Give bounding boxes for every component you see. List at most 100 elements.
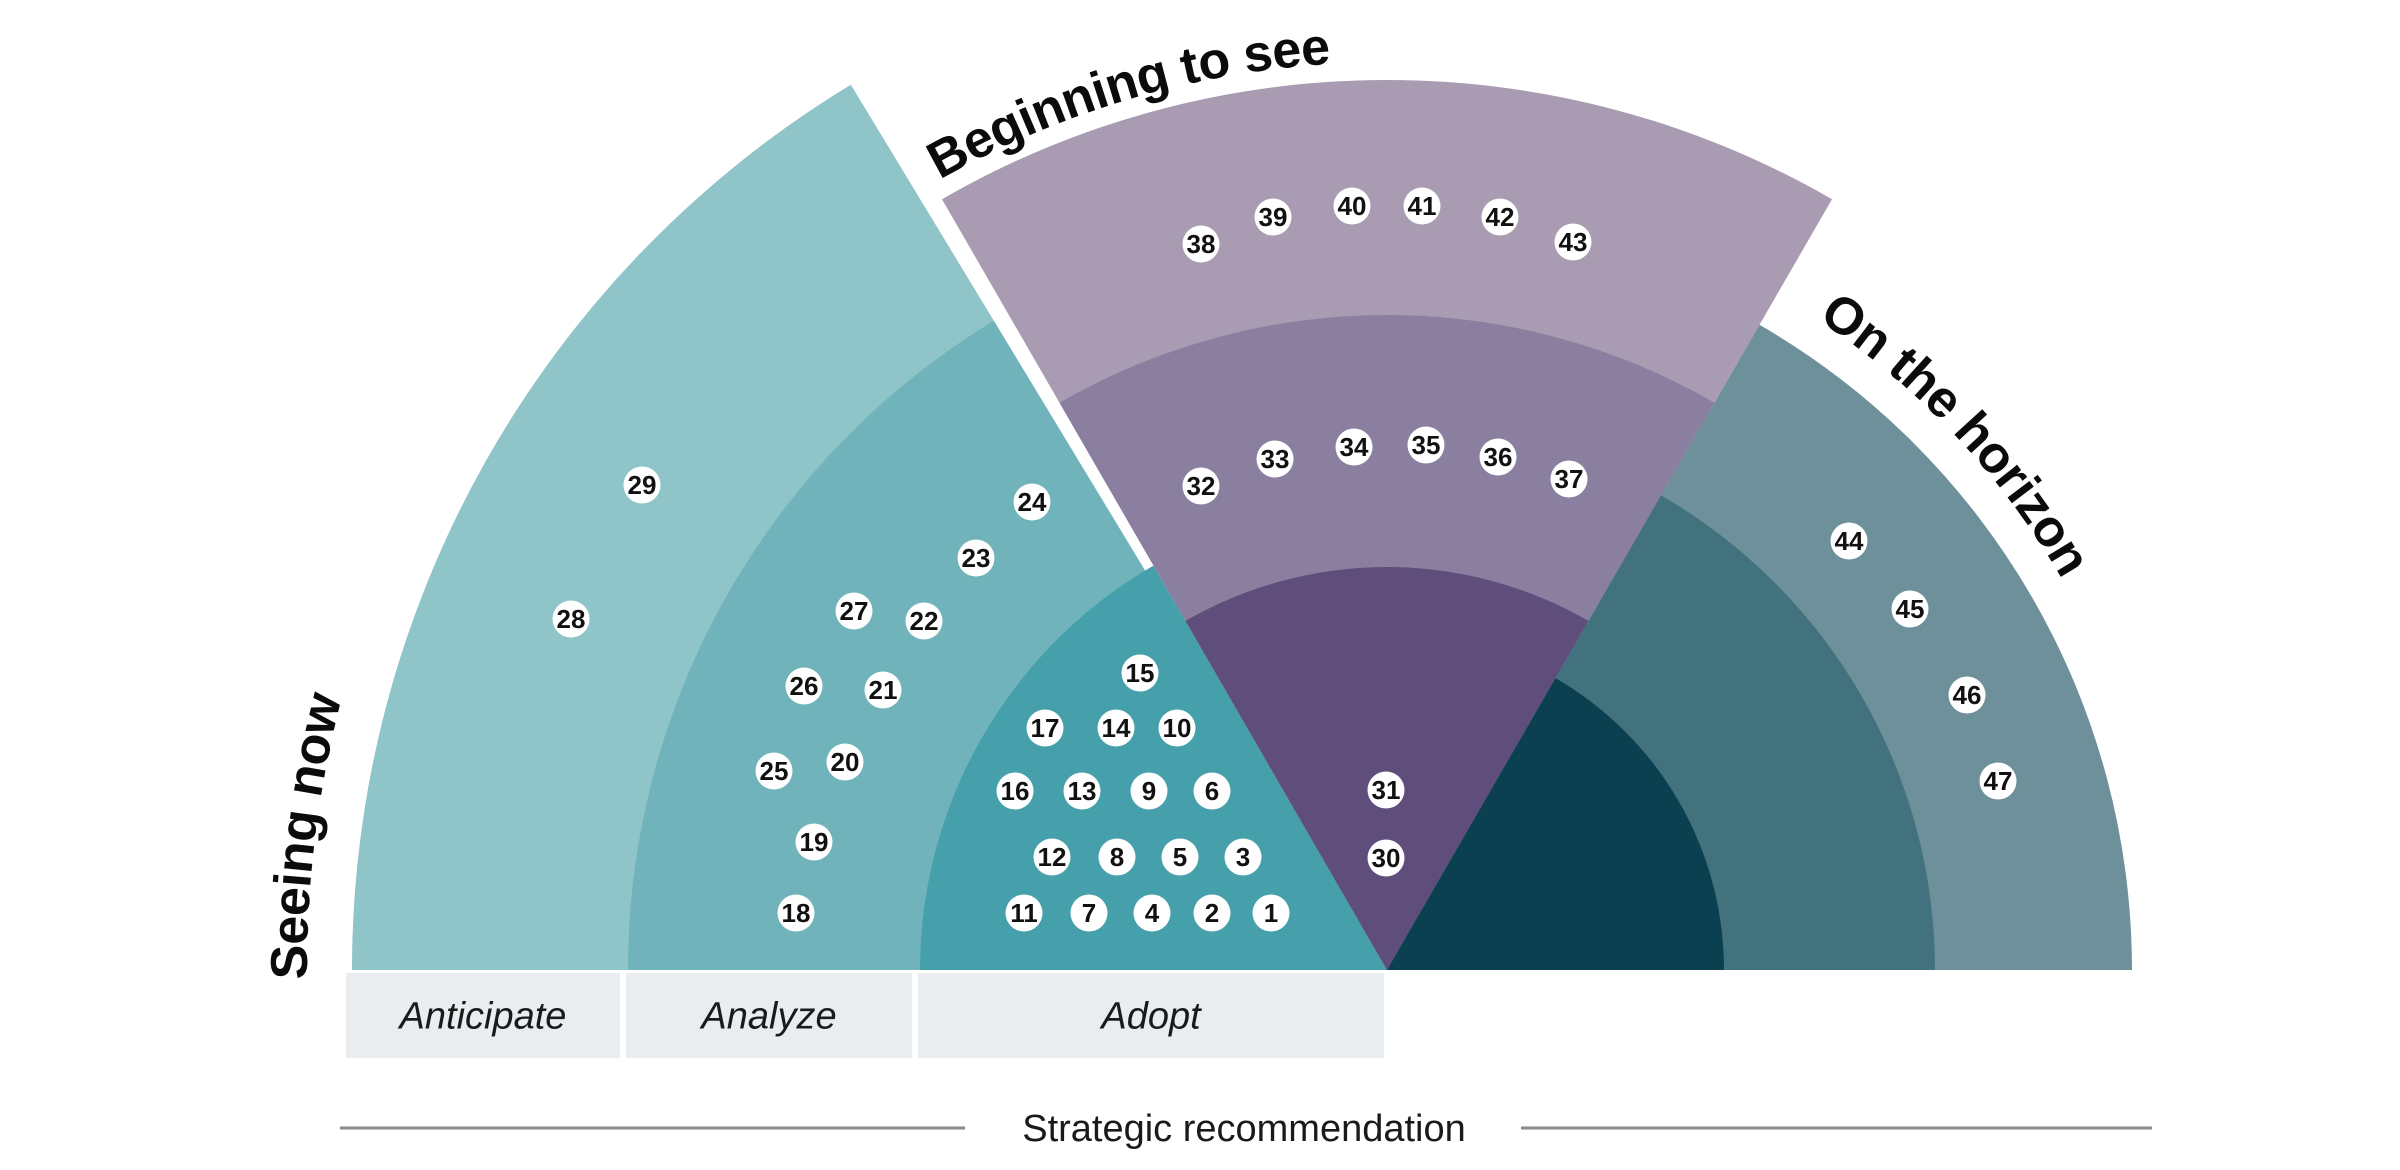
- band-cell-analyze: [626, 973, 912, 1058]
- radar-dot-number-3: 3: [1236, 842, 1250, 872]
- radar-dot-number-42: 42: [1486, 202, 1515, 232]
- footer: Strategic recommendation: [340, 1108, 2152, 1150]
- radar-dot-number-10: 10: [1163, 713, 1192, 743]
- radar-dot-circle-20: [826, 743, 864, 781]
- radar-dot-circle-43: [1554, 223, 1592, 261]
- radar-dot-circle-3: [1224, 838, 1262, 876]
- radar-dot-number-9: 9: [1142, 776, 1156, 806]
- radar-dot-42: 42: [1481, 198, 1519, 236]
- radar-dot-number-17: 17: [1031, 713, 1060, 743]
- radar-dot-8: 8: [1098, 838, 1136, 876]
- sector-beginning-to-see-ring-2: [1185, 566, 1589, 970]
- radar-dot-30: 30: [1367, 839, 1405, 877]
- sector-label-seeing-now: Seeing now: [261, 687, 354, 980]
- radar-dot-40: 40: [1333, 187, 1371, 225]
- radar-dot-36: 36: [1479, 438, 1517, 476]
- radar-dot-16: 16: [996, 772, 1034, 810]
- radar-dot-circle-29: [623, 466, 661, 504]
- radar-dot-number-34: 34: [1340, 432, 1369, 462]
- radar-dot-circle-37: [1550, 460, 1588, 498]
- radar-dot-number-38: 38: [1187, 229, 1216, 259]
- radar-dot-33: 33: [1256, 440, 1294, 478]
- radar-dot-14: 14: [1097, 709, 1135, 747]
- radar-dot-number-26: 26: [790, 671, 819, 701]
- radar-dot-number-27: 27: [840, 596, 869, 626]
- band-label-anticipate: Anticipate: [398, 996, 567, 1038]
- radar-dot-circle-9: [1130, 772, 1168, 810]
- radar-dot-39: 39: [1254, 198, 1292, 236]
- radar-dot-circle-26: [785, 667, 823, 705]
- radar-dot-circle-4: [1133, 894, 1171, 932]
- radar-dot-number-20: 20: [831, 747, 860, 777]
- radar-dot-circle-28: [552, 600, 590, 638]
- radar-dot-circle-34: [1335, 428, 1373, 466]
- radar-dot-circle-1: [1252, 894, 1290, 932]
- sector-seeing-now-ring-2: [920, 565, 1387, 970]
- radar-dot-19: 19: [795, 823, 833, 861]
- radar-dot-number-33: 33: [1261, 444, 1290, 474]
- radar-dot-number-47: 47: [1984, 766, 2013, 796]
- radar-dot-13: 13: [1063, 772, 1101, 810]
- radar-dot-number-22: 22: [910, 606, 939, 636]
- radar-dot-34: 34: [1335, 428, 1373, 466]
- recommendation-band: Anticipate Analyze Adopt: [346, 973, 1384, 1058]
- radar-dot-43: 43: [1554, 223, 1592, 261]
- radar-dot-number-19: 19: [800, 827, 829, 857]
- radar-dot-circle-2: [1193, 894, 1231, 932]
- radar-dot-45: 45: [1891, 590, 1929, 628]
- radar-dot-17: 17: [1026, 709, 1064, 747]
- radar-dot-circle-39: [1254, 198, 1292, 236]
- radar-dot-circle-7: [1070, 894, 1108, 932]
- radar-dot-27: 27: [835, 592, 873, 630]
- radar-dot-number-4: 4: [1145, 898, 1160, 928]
- radar-dot-37: 37: [1550, 460, 1588, 498]
- radar-dot-41: 41: [1403, 187, 1441, 225]
- sector-on-the-horizon: [1387, 324, 2132, 970]
- radar-dot-29: 29: [623, 466, 661, 504]
- radar-dot-number-7: 7: [1082, 898, 1096, 928]
- radar-dot-number-16: 16: [1001, 776, 1030, 806]
- radar-dot-4: 4: [1133, 894, 1171, 932]
- radar-dot-11: 11: [1005, 894, 1043, 932]
- radar-dot-circle-46: [1948, 676, 1986, 714]
- radar-dot-21: 21: [864, 671, 902, 709]
- radar-dot-circle-35: [1407, 426, 1445, 464]
- radar-dot-number-35: 35: [1412, 430, 1441, 460]
- radar-dot-circle-8: [1098, 838, 1136, 876]
- radar-dot-15: 15: [1121, 654, 1159, 692]
- radar-dot-6: 6: [1193, 772, 1231, 810]
- radar-dot-20: 20: [826, 743, 864, 781]
- radar-dot-number-13: 13: [1068, 776, 1097, 806]
- radar-dot-32: 32: [1182, 467, 1220, 505]
- radar-dot-circle-14: [1097, 709, 1135, 747]
- radar-dot-number-6: 6: [1205, 776, 1219, 806]
- radar-dot-number-14: 14: [1102, 713, 1131, 743]
- radar-dot-2: 2: [1193, 894, 1231, 932]
- radar-dot-18: 18: [777, 894, 815, 932]
- radar-dot-number-40: 40: [1338, 191, 1367, 221]
- radar-dot-1: 1: [1252, 894, 1290, 932]
- radar-dot-number-41: 41: [1408, 191, 1437, 221]
- band-label-analyze: Analyze: [699, 996, 836, 1038]
- radar-dot-circle-24: [1013, 483, 1051, 521]
- radar-dot-number-21: 21: [869, 675, 898, 705]
- radar-dot-22: 22: [905, 602, 943, 640]
- radar-dot-circle-41: [1403, 187, 1441, 225]
- radar-dot-44: 44: [1830, 522, 1868, 560]
- radar-dot-number-39: 39: [1259, 202, 1288, 232]
- radar-dot-number-32: 32: [1187, 471, 1216, 501]
- radar-dot-23: 23: [957, 539, 995, 577]
- radar-dot-26: 26: [785, 667, 823, 705]
- radar-dot-circle-23: [957, 539, 995, 577]
- radar-dot-number-23: 23: [962, 543, 991, 573]
- radar-dot-circle-47: [1979, 762, 2017, 800]
- radar-dot-circle-17: [1026, 709, 1064, 747]
- radar-dot-circle-5: [1161, 838, 1199, 876]
- radar-dot-number-2: 2: [1205, 898, 1219, 928]
- radar-dot-number-11: 11: [1010, 898, 1038, 928]
- radar-dot-circle-6: [1193, 772, 1231, 810]
- radar-dot-circle-13: [1063, 772, 1101, 810]
- radar-dot-number-12: 12: [1038, 842, 1067, 872]
- radar-dots: 1234567891011121314151617181920212223242…: [552, 187, 2017, 932]
